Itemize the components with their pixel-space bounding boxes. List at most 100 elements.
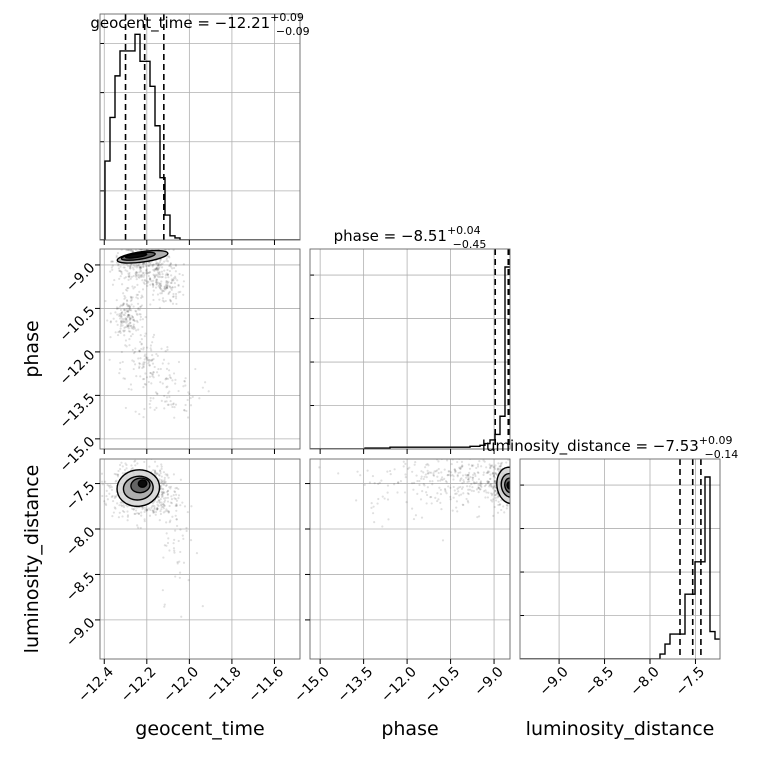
- scatter-point: [111, 515, 114, 518]
- scatter-point: [512, 469, 514, 471]
- scatter-point: [129, 265, 132, 268]
- scatter-point: [135, 319, 139, 323]
- scatter-point: [163, 478, 166, 482]
- scatter-point: [132, 367, 135, 371]
- scatter-point: [129, 295, 132, 298]
- scatter-point: [131, 359, 134, 362]
- scatter-point: [514, 485, 516, 487]
- scatter-point: [516, 490, 518, 492]
- scatter-point: [469, 476, 472, 479]
- scatter-point: [404, 450, 406, 452]
- scatter-point: [512, 483, 514, 485]
- scatter-point: [114, 331, 117, 334]
- scatter-point: [127, 287, 130, 290]
- scatter-point: [151, 265, 154, 268]
- scatter-point: [143, 278, 146, 281]
- scatter-point: [511, 469, 513, 471]
- scatter-point: [499, 462, 502, 465]
- scatter-point: [166, 260, 170, 263]
- scatter-point: [133, 319, 136, 323]
- scatter-point: [129, 264, 132, 267]
- scatter-point: [139, 305, 142, 308]
- scatter-point: [464, 455, 466, 457]
- scatter-point: [144, 372, 147, 375]
- scatter-point: [164, 510, 167, 513]
- scatter-point: [153, 508, 156, 511]
- scatter-point: [482, 459, 485, 462]
- scatter-point: [511, 477, 513, 479]
- scatter-point: [371, 474, 375, 478]
- scatter-point: [166, 241, 168, 243]
- scatter-point: [164, 378, 167, 381]
- scatter-point: [493, 480, 496, 483]
- scatter-point: [146, 508, 149, 512]
- scatter-point: [167, 291, 171, 294]
- scatter-point: [490, 464, 493, 467]
- scatter-point: [134, 347, 137, 350]
- scatter-point: [136, 246, 138, 248]
- scatter-point: [185, 526, 188, 530]
- scatter-point: [155, 266, 159, 269]
- scatter-point: [163, 605, 166, 608]
- scatter-point: [152, 273, 155, 276]
- scatter-point: [103, 500, 106, 503]
- scatter-point: [161, 272, 164, 276]
- scatter-point: [123, 468, 127, 472]
- scatter-point: [152, 510, 156, 513]
- scatter-point: [175, 518, 178, 521]
- scatter-point: [525, 488, 527, 490]
- scatter-point: [129, 277, 132, 280]
- scatter-point: [176, 279, 179, 282]
- scatter-point: [516, 492, 518, 494]
- scatter-point: [173, 538, 176, 541]
- scatter-point: [160, 475, 163, 478]
- scatter-point: [122, 504, 125, 507]
- scatter-point: [140, 514, 143, 517]
- scatter-point: [479, 483, 482, 487]
- scatter-point: [512, 486, 514, 488]
- scatter-point: [183, 379, 186, 383]
- scatter-point: [138, 350, 141, 353]
- scatter-point: [141, 507, 144, 511]
- scatter-point: [156, 269, 159, 272]
- scatter-point: [146, 356, 149, 359]
- scatter-point: [514, 489, 516, 491]
- scatter-point: [160, 484, 163, 487]
- scatter-point: [174, 297, 178, 300]
- contour-level-2: [124, 252, 148, 259]
- scatter-point: [133, 246, 135, 248]
- histogram-line-luminosity_distance: [520, 476, 720, 659]
- scatter-point: [160, 399, 163, 402]
- scatter-point: [115, 320, 118, 323]
- scatter-point: [166, 255, 169, 258]
- scatter-point: [180, 615, 183, 618]
- scatter-point: [149, 508, 152, 511]
- scatter-point: [163, 287, 167, 290]
- scatter-point: [484, 489, 487, 492]
- scatter-point: [478, 488, 482, 491]
- scatter-point: [160, 347, 163, 350]
- scatter-point: [130, 327, 133, 330]
- scatter-point: [135, 275, 138, 278]
- scatter-point: [89, 517, 91, 519]
- scatter-point: [144, 269, 148, 272]
- scatter-point: [173, 490, 177, 494]
- scatter-point: [165, 508, 168, 511]
- scatter-point: [109, 484, 112, 487]
- scatter-point: [140, 243, 142, 245]
- scatter-point: [138, 246, 140, 248]
- scatter-point: [107, 246, 109, 248]
- scatter-point: [120, 315, 123, 319]
- scatter-point: [156, 264, 159, 267]
- scatter-point: [498, 465, 501, 468]
- scatter-point: [176, 562, 179, 565]
- scatter-point: [517, 478, 519, 480]
- scatter-point: [129, 335, 133, 338]
- scatter-point: [512, 494, 514, 496]
- scatter-point: [447, 457, 449, 459]
- scatter-point: [492, 486, 495, 489]
- scatter-point: [153, 276, 156, 279]
- scatter-point: [474, 481, 477, 485]
- scatter-point: [437, 467, 440, 471]
- scatter-point: [130, 246, 132, 248]
